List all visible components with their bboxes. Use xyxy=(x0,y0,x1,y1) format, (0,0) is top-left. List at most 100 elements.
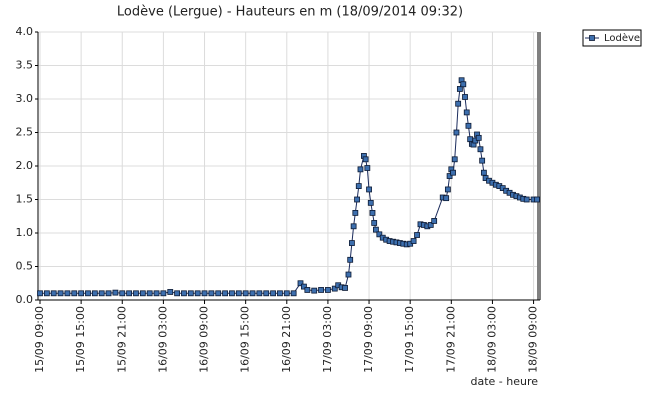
data-point xyxy=(153,290,160,297)
legend-label: Lodève xyxy=(604,32,640,44)
x-tick-label: 16/09 03:00 xyxy=(156,306,169,373)
y-tick-label: 3.0 xyxy=(16,92,34,105)
x-tick-label: 17/09 15:00 xyxy=(403,306,416,373)
data-point xyxy=(456,86,463,92)
x-tick-label: 17/09 03:00 xyxy=(321,306,334,373)
y-tick-label: 3.5 xyxy=(16,59,34,72)
data-point xyxy=(446,173,453,179)
x-tick-label: 17/09 21:00 xyxy=(444,306,457,373)
data-point xyxy=(455,100,462,107)
data-point xyxy=(371,220,378,226)
data-point xyxy=(357,166,364,173)
y-tick-label: 2.0 xyxy=(16,159,34,172)
x-tick-label: 16/09 15:00 xyxy=(239,306,252,373)
data-point xyxy=(263,290,270,297)
data-point xyxy=(311,287,318,294)
data-point xyxy=(139,290,146,297)
x-tick-label: 15/09 21:00 xyxy=(115,306,128,373)
data-point xyxy=(467,136,474,143)
data-point xyxy=(534,196,540,203)
data-point xyxy=(318,287,324,293)
data-point xyxy=(85,290,91,297)
data-point xyxy=(249,290,256,297)
data-point xyxy=(98,290,105,297)
y-tick-label: 0.5 xyxy=(16,260,34,273)
data-point xyxy=(480,169,487,176)
data-point xyxy=(523,196,530,203)
data-point xyxy=(364,165,371,171)
data-point xyxy=(126,290,133,297)
data-point xyxy=(208,290,215,297)
data-point xyxy=(283,290,290,297)
data-point xyxy=(373,226,379,233)
data-point xyxy=(277,290,283,297)
data-point xyxy=(451,156,458,163)
y-tick-label: 2.5 xyxy=(16,126,34,139)
data-point xyxy=(367,199,374,206)
data-point xyxy=(57,290,64,297)
data-point xyxy=(112,289,119,296)
data-point xyxy=(462,94,468,100)
y-tick-label: 1.0 xyxy=(16,226,34,239)
data-point xyxy=(160,290,167,297)
y-tick-label: 4.0 xyxy=(16,25,34,38)
data-point xyxy=(194,290,201,297)
data-point xyxy=(477,146,484,153)
x-tick-label: 18/09 03:00 xyxy=(485,306,498,373)
data-point xyxy=(325,287,331,293)
data-point xyxy=(235,290,242,297)
data-point xyxy=(349,240,355,246)
data-point xyxy=(431,218,438,224)
data-point xyxy=(450,169,456,176)
data-point xyxy=(463,109,470,116)
data-point xyxy=(71,290,78,297)
data-point xyxy=(201,290,208,297)
data-point xyxy=(43,290,50,297)
data-point xyxy=(187,290,194,297)
data-point xyxy=(229,290,235,297)
data-point xyxy=(174,290,181,297)
data-point xyxy=(369,209,376,216)
data-point xyxy=(37,290,43,297)
data-point xyxy=(91,290,98,297)
data-point xyxy=(105,290,112,297)
chart-title: Lodève (Lergue) - Hauteurs en m (18/09/2… xyxy=(117,5,463,20)
data-point xyxy=(443,195,450,202)
x-tick-label: 16/09 09:00 xyxy=(198,306,211,373)
data-point xyxy=(362,156,369,163)
x-tick-label: 18/09 09:00 xyxy=(527,306,540,373)
data-point xyxy=(350,223,357,230)
data-point xyxy=(167,289,174,295)
data-point xyxy=(270,290,276,297)
data-point xyxy=(355,183,362,190)
data-point xyxy=(444,186,451,193)
data-point xyxy=(50,290,57,297)
data-point xyxy=(342,285,348,291)
x-tick-label: 15/09 09:00 xyxy=(33,306,46,373)
data-point xyxy=(331,285,338,292)
data-point xyxy=(133,290,139,297)
x-tick-label: 15/09 15:00 xyxy=(74,306,87,373)
data-point xyxy=(465,122,472,129)
legend-box xyxy=(582,29,642,47)
y-tick-label: 0.0 xyxy=(16,293,34,306)
data-point xyxy=(146,290,153,297)
data-point xyxy=(215,290,222,297)
x-tick-label: 16/09 21:00 xyxy=(280,306,293,373)
data-point xyxy=(78,290,85,297)
data-point xyxy=(301,283,307,290)
data-point xyxy=(414,232,420,238)
data-point xyxy=(119,290,126,297)
x-axis-label: date - heure xyxy=(470,375,538,388)
data-point xyxy=(256,290,263,297)
data-point xyxy=(297,280,304,287)
data-point xyxy=(376,231,383,238)
data-point xyxy=(181,290,187,297)
data-point xyxy=(222,290,228,297)
data-point xyxy=(479,157,486,164)
data-point xyxy=(475,134,482,141)
data-point xyxy=(354,196,360,203)
data-point xyxy=(453,129,460,136)
